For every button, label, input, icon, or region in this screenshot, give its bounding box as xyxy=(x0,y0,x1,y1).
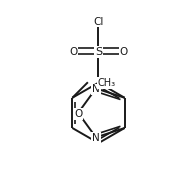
Text: O: O xyxy=(69,47,78,57)
Text: Cl: Cl xyxy=(93,17,104,27)
Text: N: N xyxy=(92,133,100,143)
Text: O: O xyxy=(74,109,82,119)
Text: CH₃: CH₃ xyxy=(97,78,116,88)
Text: S: S xyxy=(95,47,102,57)
Text: N: N xyxy=(92,84,100,94)
Text: O: O xyxy=(119,47,128,57)
